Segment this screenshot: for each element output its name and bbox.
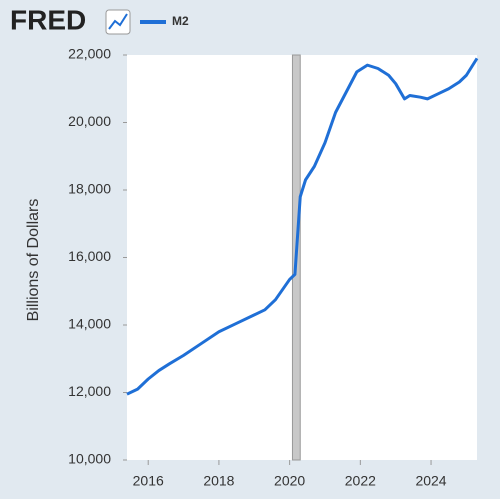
x-tick-label: 2020 bbox=[274, 473, 305, 489]
x-tick-label: 2022 bbox=[345, 473, 376, 489]
brand-icon bbox=[105, 9, 131, 35]
x-tick-label: 2016 bbox=[133, 473, 164, 489]
series-line bbox=[126, 57, 479, 396]
y-tick-label: 10,000 bbox=[68, 451, 111, 467]
plot-area bbox=[127, 55, 477, 460]
brand: FRED bbox=[10, 4, 86, 35]
y-tick-label: 14,000 bbox=[68, 316, 111, 332]
x-tick-label: 2024 bbox=[415, 473, 446, 489]
legend-label: M2 bbox=[172, 14, 189, 28]
y-tick-label: 20,000 bbox=[68, 113, 111, 129]
y-axis-label: Billions of Dollars bbox=[25, 199, 42, 322]
y-tick-label: 18,000 bbox=[68, 181, 111, 197]
y-tick-label: 22,000 bbox=[68, 46, 111, 62]
x-tick-label: 2018 bbox=[203, 473, 234, 489]
y-tick-label: 12,000 bbox=[68, 383, 111, 399]
y-tick-label: 16,000 bbox=[68, 248, 111, 264]
